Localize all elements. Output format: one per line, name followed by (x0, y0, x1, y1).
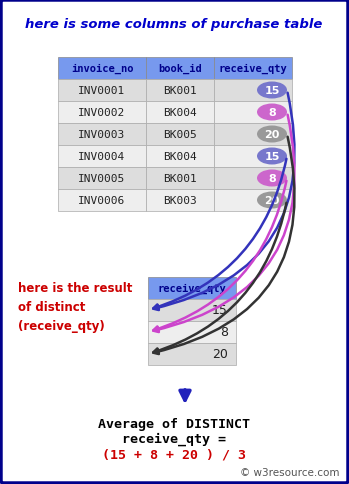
Text: BK004: BK004 (163, 151, 197, 162)
Text: INV0003: INV0003 (79, 130, 126, 140)
Text: 15: 15 (264, 151, 280, 162)
Ellipse shape (257, 82, 287, 99)
Text: 8: 8 (220, 326, 228, 339)
Bar (58, 190, 146, 212)
Text: (15 + 8 + 20 ) / 3: (15 + 8 + 20 ) / 3 (102, 448, 246, 461)
Bar (148, 277, 236, 300)
Bar (146, 167, 214, 190)
Text: book_id: book_id (158, 64, 202, 74)
Text: BK001: BK001 (163, 86, 197, 96)
Bar (214, 80, 292, 102)
Bar (58, 58, 146, 80)
Text: 8: 8 (268, 108, 276, 118)
Bar (146, 80, 214, 102)
Bar (148, 300, 236, 321)
Bar (58, 102, 146, 124)
Text: BK001: BK001 (163, 174, 197, 183)
FancyArrowPatch shape (154, 116, 295, 333)
Bar (146, 190, 214, 212)
Text: INV0006: INV0006 (79, 196, 126, 206)
Text: INV0002: INV0002 (79, 108, 126, 118)
Bar (58, 80, 146, 102)
FancyArrowPatch shape (154, 137, 295, 354)
Bar (146, 124, 214, 146)
Bar (214, 58, 292, 80)
FancyArrowPatch shape (154, 93, 295, 310)
Text: 20: 20 (212, 348, 228, 361)
Bar (58, 167, 146, 190)
Text: 20: 20 (264, 130, 280, 140)
FancyArrowPatch shape (153, 182, 287, 332)
FancyArrowPatch shape (153, 159, 287, 310)
Bar (146, 146, 214, 167)
Text: 15: 15 (212, 304, 228, 317)
Text: receive_qty: receive_qty (158, 283, 227, 293)
Bar (214, 190, 292, 212)
Bar (214, 124, 292, 146)
FancyArrowPatch shape (153, 203, 287, 353)
Bar (58, 146, 146, 167)
Text: INV0005: INV0005 (79, 174, 126, 183)
Text: 15: 15 (264, 86, 280, 96)
Text: receive_qty =: receive_qty = (122, 432, 226, 445)
Text: INV0001: INV0001 (79, 86, 126, 96)
Text: invoice_no: invoice_no (71, 64, 133, 74)
Ellipse shape (257, 192, 287, 209)
Ellipse shape (257, 148, 287, 165)
Text: BK003: BK003 (163, 196, 197, 206)
Ellipse shape (257, 126, 287, 143)
Ellipse shape (257, 104, 287, 121)
Text: here is the result
of distinct
(receive_qty): here is the result of distinct (receive_… (18, 282, 132, 333)
Bar (148, 321, 236, 343)
Text: BK004: BK004 (163, 108, 197, 118)
Text: 8: 8 (268, 174, 276, 183)
Bar (58, 124, 146, 146)
Bar (146, 102, 214, 124)
Text: INV0004: INV0004 (79, 151, 126, 162)
Bar (214, 146, 292, 167)
Bar (148, 343, 236, 365)
Text: Average of DISTINCT: Average of DISTINCT (98, 417, 250, 430)
Bar (214, 167, 292, 190)
Ellipse shape (257, 170, 287, 187)
Text: 20: 20 (264, 196, 280, 206)
Text: BK005: BK005 (163, 130, 197, 140)
Text: © w3resource.com: © w3resource.com (240, 467, 340, 477)
Bar (214, 102, 292, 124)
Text: receive_qty: receive_qty (218, 64, 287, 74)
Text: here is some columns of purchase table: here is some columns of purchase table (25, 18, 323, 31)
Bar (146, 58, 214, 80)
